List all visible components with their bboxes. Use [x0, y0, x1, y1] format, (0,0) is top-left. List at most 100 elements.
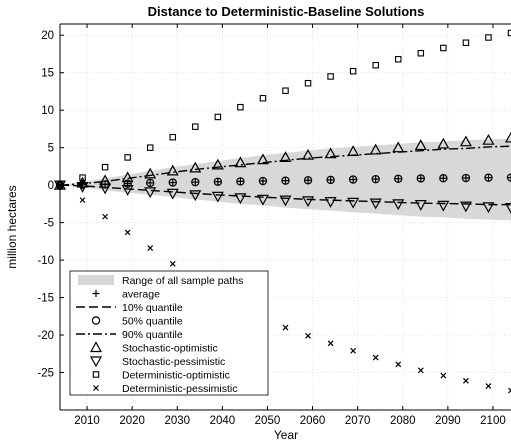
- triangle-down-marker: [369, 198, 382, 210]
- triangle-down-marker: [99, 183, 112, 195]
- legend-label: 10% quantile: [122, 302, 183, 314]
- triangle-up-marker: [302, 148, 315, 160]
- triangle-up-marker: [482, 133, 495, 145]
- legend-label: 90% quantile: [122, 329, 183, 341]
- x-marker: [169, 260, 176, 267]
- x-tick-label: 2040: [210, 415, 236, 427]
- x-marker: [93, 385, 99, 391]
- circle-marker: [191, 177, 200, 187]
- circle-marker: [236, 177, 245, 186]
- x-axis-label: Year: [274, 428, 298, 442]
- triangle-up-marker: [211, 158, 224, 170]
- circle-marker: [416, 174, 425, 183]
- x-marker: [462, 377, 469, 384]
- square-marker: [192, 123, 199, 130]
- square-marker: [327, 73, 334, 80]
- triangle-down-marker: [211, 191, 224, 203]
- x-tick-label: 2010: [74, 415, 100, 427]
- plus-marker: [282, 177, 289, 185]
- circle-marker: [213, 177, 223, 186]
- y-tick-label: -25: [37, 368, 54, 380]
- series-deterministic-optimistic: [56, 29, 511, 189]
- x-marker: [350, 347, 357, 354]
- y-tick-label: -20: [37, 330, 54, 342]
- plus-marker: [236, 177, 244, 185]
- x-marker: [282, 324, 289, 331]
- circle-marker: [281, 176, 290, 185]
- triangle-up-marker: [121, 171, 134, 183]
- x-marker: [124, 229, 131, 236]
- triangle-down-marker: [121, 185, 134, 196]
- tick-labels: 2010 2020 2030 2040 2050 2060 2070 2080 2090 2100…: [37, 30, 505, 427]
- square-marker: [214, 113, 222, 121]
- plus-marker: [439, 174, 447, 182]
- triangle-down-marker: [392, 199, 405, 211]
- series-10-quantile: [59, 184, 511, 206]
- y-tick-label: -15: [37, 293, 54, 305]
- triangle-up-marker: [189, 161, 202, 173]
- plus-marker: [169, 179, 177, 187]
- y-tick-label: 10: [41, 105, 54, 117]
- triangle-down-marker: [459, 201, 472, 213]
- triangle-up-marker: [347, 145, 360, 157]
- y-tick-label: -10: [37, 255, 54, 267]
- triangle-up-marker: [256, 153, 269, 165]
- triangle-up-marker: [392, 141, 405, 153]
- square-marker: [79, 174, 86, 181]
- square-marker: [462, 39, 470, 46]
- square-marker: [485, 34, 492, 41]
- triangle-up-marker: [144, 167, 157, 179]
- x-marker: [305, 332, 311, 339]
- chart-title: Distance to Deterministic-Baseline Solut…: [148, 4, 425, 19]
- y-tick-label: 0: [48, 180, 54, 192]
- x-tick-label: 2060: [300, 415, 326, 427]
- x-tick-label: 2080: [390, 415, 416, 427]
- square-marker: [417, 49, 425, 57]
- series-line: [59, 184, 511, 206]
- y-tick-label: 20: [41, 30, 54, 42]
- plus-marker: [304, 176, 312, 184]
- triangle-down-marker: [347, 197, 360, 209]
- circle-marker: [371, 174, 380, 184]
- square-marker: [169, 133, 177, 141]
- triangle-down-marker: [144, 187, 157, 199]
- circle-marker: [123, 179, 132, 188]
- circle-marker: [145, 178, 155, 188]
- plus-marker: [214, 178, 222, 186]
- circle-marker: [348, 175, 358, 184]
- triangle-down-marker: [302, 196, 315, 208]
- plus-marker: [394, 175, 402, 183]
- x-marker: [508, 387, 511, 394]
- triangle-down-marker: [504, 203, 511, 214]
- legend-label: Deterministic-pessimistic: [122, 383, 238, 395]
- plus-marker: [349, 176, 357, 184]
- triangle-down-marker: [234, 193, 247, 205]
- x-marker: [395, 361, 402, 368]
- triangle-down-marker: [76, 182, 89, 193]
- legend-label: 50% quantile: [122, 316, 183, 328]
- triangle-up-marker: [369, 143, 382, 155]
- series-layer: [53, 29, 511, 394]
- square-marker: [92, 371, 100, 378]
- triangle-up-marker: [414, 139, 427, 151]
- series-average: [56, 174, 511, 189]
- x-marker: [372, 354, 379, 361]
- plus-marker: [327, 176, 335, 184]
- circle-marker: [303, 176, 313, 185]
- plus-marker: [146, 179, 154, 187]
- triangle-down-marker: [279, 195, 292, 207]
- series-line: [59, 145, 511, 186]
- x-marker: [440, 372, 447, 379]
- x-marker: [417, 367, 424, 374]
- x-tick-label: 2100: [480, 415, 506, 427]
- square-marker: [394, 55, 402, 63]
- plus-marker: [462, 174, 470, 182]
- triangle-up-marker: [89, 341, 103, 353]
- plus-marker: [417, 174, 425, 182]
- legend-label: Range of all sample paths: [122, 275, 243, 287]
- circle-marker: [484, 173, 493, 182]
- x-marker: [147, 245, 154, 252]
- x-tick-label: 2090: [435, 415, 461, 427]
